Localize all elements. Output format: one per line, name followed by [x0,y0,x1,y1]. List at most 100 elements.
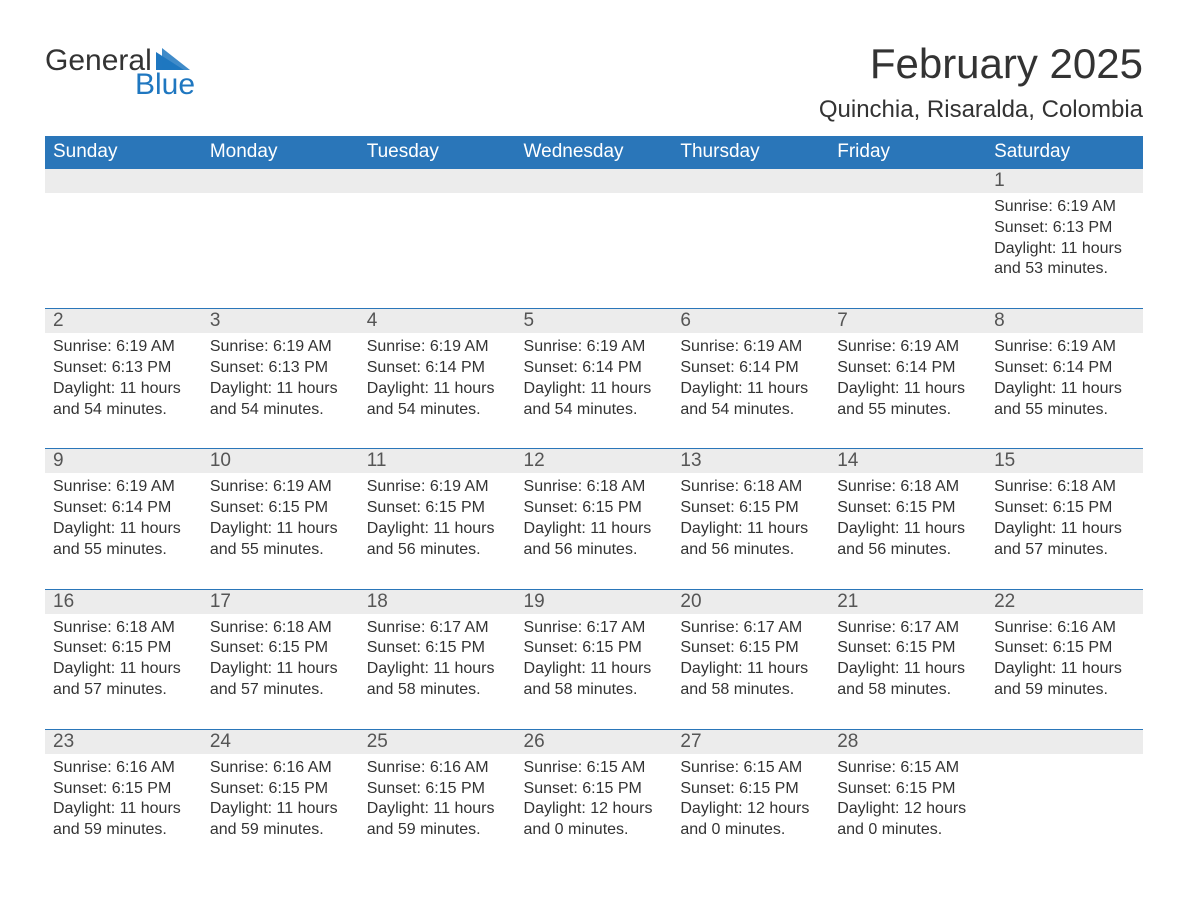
sunrise-text: Sunrise: 6:19 AM [367,337,508,358]
day-number: 10 [202,449,359,473]
sunrise-text: Sunrise: 6:16 AM [210,758,351,779]
day-number: 5 [516,309,673,333]
day-cell [986,729,1143,869]
dow-friday: Friday [829,136,986,169]
sunset-text: Sunset: 6:15 PM [524,779,665,800]
week-row: 16Sunrise: 6:18 AMSunset: 6:15 PMDayligh… [45,589,1143,729]
daylight-text: Daylight: 11 hours and 56 minutes. [680,519,821,561]
day-data: Sunrise: 6:19 AMSunset: 6:14 PMDaylight:… [672,333,829,448]
sunset-text: Sunset: 6:14 PM [53,498,194,519]
day-data [359,193,516,283]
day-data: Sunrise: 6:18 AMSunset: 6:15 PMDaylight:… [829,473,986,588]
day-data: Sunrise: 6:19 AMSunset: 6:13 PMDaylight:… [45,333,202,448]
sunrise-text: Sunrise: 6:19 AM [837,337,978,358]
sunrise-text: Sunrise: 6:18 AM [994,477,1135,498]
sunrise-text: Sunrise: 6:18 AM [524,477,665,498]
day-number: 14 [829,449,986,473]
day-data [829,193,986,283]
day-number: 3 [202,309,359,333]
day-cell: 3Sunrise: 6:19 AMSunset: 6:13 PMDaylight… [202,309,359,449]
sunset-text: Sunset: 6:15 PM [367,498,508,519]
day-data: Sunrise: 6:15 AMSunset: 6:15 PMDaylight:… [829,754,986,869]
day-cell: 6Sunrise: 6:19 AMSunset: 6:14 PMDaylight… [672,309,829,449]
day-data: Sunrise: 6:17 AMSunset: 6:15 PMDaylight:… [829,614,986,729]
sunrise-text: Sunrise: 6:15 AM [680,758,821,779]
sunset-text: Sunset: 6:15 PM [994,498,1135,519]
day-number: 20 [672,590,829,614]
day-number: 28 [829,730,986,754]
brand-logo: General Blue [45,46,195,100]
daylight-text: Daylight: 11 hours and 59 minutes. [53,799,194,841]
day-cell: 28Sunrise: 6:15 AMSunset: 6:15 PMDayligh… [829,729,986,869]
day-number: 17 [202,590,359,614]
day-number: 15 [986,449,1143,473]
day-data: Sunrise: 6:15 AMSunset: 6:15 PMDaylight:… [672,754,829,869]
daylight-text: Daylight: 11 hours and 56 minutes. [837,519,978,561]
day-number [202,169,359,193]
daylight-text: Daylight: 11 hours and 54 minutes. [680,379,821,421]
sunrise-text: Sunrise: 6:19 AM [994,337,1135,358]
sunset-text: Sunset: 6:13 PM [994,218,1135,239]
day-number [672,169,829,193]
day-number [829,169,986,193]
day-cell: 2Sunrise: 6:19 AMSunset: 6:13 PMDaylight… [45,309,202,449]
sunset-text: Sunset: 6:15 PM [524,498,665,519]
daylight-text: Daylight: 11 hours and 57 minutes. [53,659,194,701]
sunset-text: Sunset: 6:15 PM [837,779,978,800]
sunset-text: Sunset: 6:15 PM [367,638,508,659]
dow-monday: Monday [202,136,359,169]
sunset-text: Sunset: 6:15 PM [837,638,978,659]
daylight-text: Daylight: 12 hours and 0 minutes. [837,799,978,841]
daylight-text: Daylight: 11 hours and 58 minutes. [837,659,978,701]
day-data [986,754,1143,844]
day-number: 21 [829,590,986,614]
sunset-text: Sunset: 6:13 PM [210,358,351,379]
day-number: 1 [986,169,1143,193]
brand-word2: Blue [135,70,195,100]
day-number: 8 [986,309,1143,333]
day-cell: 11Sunrise: 6:19 AMSunset: 6:15 PMDayligh… [359,449,516,589]
day-data: Sunrise: 6:18 AMSunset: 6:15 PMDaylight:… [986,473,1143,588]
daylight-text: Daylight: 11 hours and 55 minutes. [210,519,351,561]
day-number: 18 [359,590,516,614]
day-cell: 18Sunrise: 6:17 AMSunset: 6:15 PMDayligh… [359,589,516,729]
day-cell: 13Sunrise: 6:18 AMSunset: 6:15 PMDayligh… [672,449,829,589]
sunrise-text: Sunrise: 6:19 AM [680,337,821,358]
sunrise-text: Sunrise: 6:17 AM [524,618,665,639]
sunset-text: Sunset: 6:13 PM [53,358,194,379]
day-number: 7 [829,309,986,333]
sunrise-text: Sunrise: 6:17 AM [837,618,978,639]
day-cell: 9Sunrise: 6:19 AMSunset: 6:14 PMDaylight… [45,449,202,589]
day-data [45,193,202,283]
sunset-text: Sunset: 6:15 PM [680,638,821,659]
day-number [986,730,1143,754]
day-cell [829,169,986,309]
sunrise-text: Sunrise: 6:17 AM [367,618,508,639]
day-cell: 10Sunrise: 6:19 AMSunset: 6:15 PMDayligh… [202,449,359,589]
sunset-text: Sunset: 6:14 PM [837,358,978,379]
sunrise-text: Sunrise: 6:19 AM [53,477,194,498]
daylight-text: Daylight: 11 hours and 55 minutes. [837,379,978,421]
day-cell: 12Sunrise: 6:18 AMSunset: 6:15 PMDayligh… [516,449,673,589]
dow-thursday: Thursday [672,136,829,169]
sunrise-text: Sunrise: 6:15 AM [837,758,978,779]
day-cell: 15Sunrise: 6:18 AMSunset: 6:15 PMDayligh… [986,449,1143,589]
day-cell: 26Sunrise: 6:15 AMSunset: 6:15 PMDayligh… [516,729,673,869]
day-cell: 4Sunrise: 6:19 AMSunset: 6:14 PMDaylight… [359,309,516,449]
day-data: Sunrise: 6:19 AMSunset: 6:13 PMDaylight:… [202,333,359,448]
daylight-text: Daylight: 11 hours and 59 minutes. [210,799,351,841]
week-row: 9Sunrise: 6:19 AMSunset: 6:14 PMDaylight… [45,449,1143,589]
sunrise-text: Sunrise: 6:16 AM [367,758,508,779]
day-cell [359,169,516,309]
day-number: 24 [202,730,359,754]
daylight-text: Daylight: 11 hours and 57 minutes. [994,519,1135,561]
day-data: Sunrise: 6:17 AMSunset: 6:15 PMDaylight:… [359,614,516,729]
sunset-text: Sunset: 6:15 PM [680,779,821,800]
day-data: Sunrise: 6:16 AMSunset: 6:15 PMDaylight:… [986,614,1143,729]
daylight-text: Daylight: 11 hours and 56 minutes. [367,519,508,561]
header: General Blue February 2025 Quinchia, Ris… [45,40,1143,124]
sunset-text: Sunset: 6:15 PM [524,638,665,659]
day-data: Sunrise: 6:19 AMSunset: 6:15 PMDaylight:… [359,473,516,588]
sunrise-text: Sunrise: 6:16 AM [994,618,1135,639]
day-number: 27 [672,730,829,754]
